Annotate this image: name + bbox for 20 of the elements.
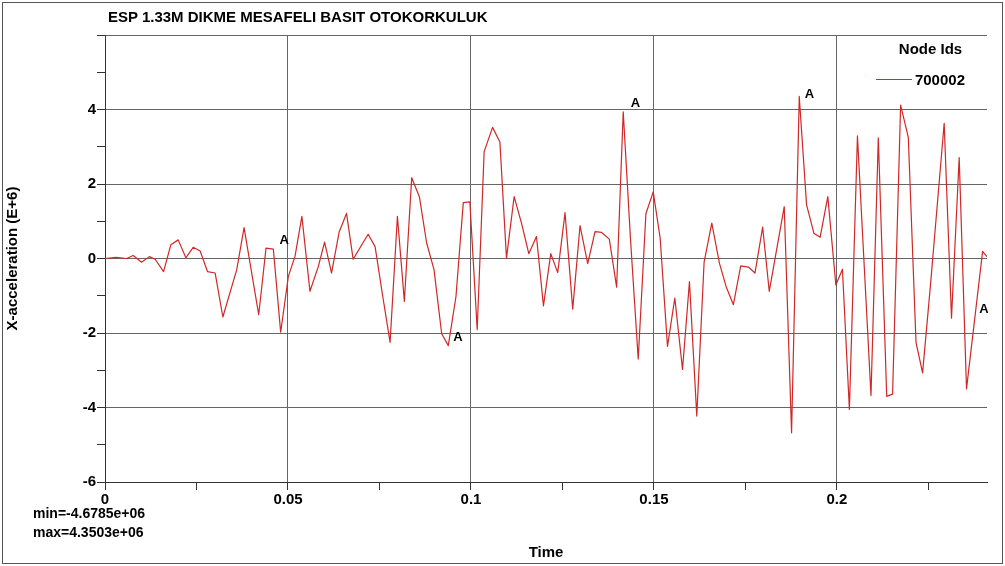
- y-tick-label: 0: [87, 248, 96, 266]
- x-tick-label: 0.1: [460, 490, 482, 508]
- x-tick-label: 0.05: [273, 490, 303, 508]
- text: max=4.3503e+06: [33, 523, 145, 542]
- annotation: A: [979, 300, 990, 316]
- y-axis-title: X-acceleration (E+6): [3, 186, 21, 331]
- chart-title: ESP 1.33M DIKME MESAFELI BASIT OTOKORKULUK: [108, 8, 488, 25]
- annotation: A: [453, 329, 464, 345]
- y-tick-label: 4: [87, 99, 97, 117]
- y-tick-label: -6: [82, 472, 96, 490]
- x-axis-title: Time: [528, 543, 564, 561]
- y-tick-label: -4: [82, 397, 97, 415]
- annotation: A: [630, 95, 641, 111]
- x-tick-label: 0.2: [826, 490, 848, 508]
- legend-title: Node Ids: [897, 40, 964, 57]
- annotation: A: [804, 85, 815, 101]
- legend-label: 700002: [914, 71, 965, 88]
- y-tick-label: -2: [82, 323, 96, 341]
- x-tick-label: 0.15: [639, 490, 669, 508]
- y-tick-label: 2: [87, 174, 96, 192]
